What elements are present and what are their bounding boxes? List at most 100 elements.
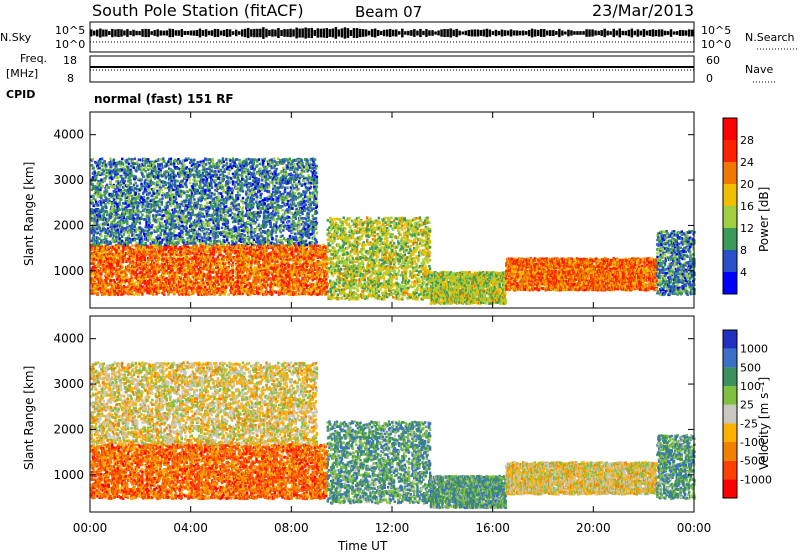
range-cell (117, 256, 121, 259)
nsky-bar (250, 29, 253, 37)
range-cell (126, 259, 130, 263)
range-cell (142, 258, 145, 262)
range-cell (151, 259, 154, 262)
range-cell (142, 247, 146, 251)
range-cell (232, 256, 235, 259)
range-cell (203, 293, 206, 296)
nsky-bar (407, 30, 410, 36)
nsky-bar (663, 30, 667, 36)
nsky-bar (422, 30, 425, 36)
nsky-bar (633, 30, 637, 36)
range-cell (142, 279, 145, 282)
range-cell (187, 261, 190, 264)
range-cell (319, 275, 323, 278)
range-cell (99, 289, 102, 292)
nsky-bar (645, 30, 649, 36)
cpid-value: normal (fast) 151 RF (94, 92, 234, 106)
range-cell (149, 263, 152, 267)
range-cell (160, 279, 163, 282)
range-cell (199, 276, 202, 279)
range-cell (178, 283, 182, 286)
range-cell (191, 283, 194, 286)
range-cell (101, 282, 105, 285)
range-cell (166, 285, 169, 289)
range-cell (121, 248, 125, 252)
range-cell (205, 277, 209, 281)
range-cell (93, 258, 96, 262)
nsky-bar (624, 30, 627, 36)
range-cell (221, 262, 225, 265)
range-cell (116, 291, 120, 295)
range-cell (184, 273, 187, 276)
range-cell (104, 270, 107, 274)
range-cell (155, 284, 158, 287)
nsky-bar (627, 29, 631, 37)
range-cell (184, 251, 188, 254)
nsky-bar (343, 27, 347, 39)
range-cell (157, 264, 160, 268)
range-cell (126, 252, 129, 256)
range-cell (139, 267, 142, 270)
range-cell (115, 291, 118, 295)
range-cell (103, 292, 106, 295)
range-cell (99, 275, 102, 279)
range-cell (112, 266, 116, 270)
range-cell (165, 245, 168, 248)
range-cell (246, 247, 249, 251)
range-cell (196, 258, 199, 262)
range-cell (146, 281, 149, 285)
range-cell (119, 269, 122, 273)
range-cell (199, 257, 203, 260)
range-cell (150, 246, 153, 250)
nsky-bars (90, 27, 694, 39)
range-cell (325, 256, 329, 259)
range-cell (107, 247, 110, 251)
nsky-bar (283, 29, 286, 37)
range-cell (117, 243, 121, 247)
range-cell (175, 272, 178, 275)
nsky-bar (527, 29, 531, 37)
range-cell (203, 246, 206, 250)
range-cell (154, 273, 157, 276)
range-cell (195, 290, 199, 293)
range-cell (173, 281, 177, 285)
range-cell (125, 266, 128, 270)
range-cell (319, 277, 322, 281)
nsky-bar (452, 29, 455, 37)
range-cell (226, 280, 230, 284)
range-cell (204, 259, 207, 262)
range-cell (95, 287, 98, 290)
range-cell (116, 262, 120, 266)
nsky-bar (150, 31, 153, 35)
nsearch-tick-top: 10^5 (701, 24, 731, 37)
range-cell (157, 260, 160, 264)
range-cell (162, 252, 165, 256)
range-cell (168, 263, 172, 267)
range-cell (127, 264, 131, 267)
range-cell (220, 278, 224, 281)
range-cell (213, 249, 216, 252)
range-cell (94, 247, 97, 251)
range-cell (181, 273, 184, 276)
range-cell (115, 248, 118, 252)
nsky-bar (630, 28, 634, 38)
range-cell (117, 246, 121, 249)
range-cell (91, 158, 95, 161)
range-cell (213, 282, 216, 285)
range-cell (225, 247, 229, 250)
range-cell (116, 271, 119, 274)
range-cell (141, 272, 144, 275)
range-cell (172, 263, 175, 266)
range-cell (143, 256, 147, 260)
nsky-bar (681, 30, 685, 36)
range-cell (173, 284, 177, 287)
range-cell (105, 279, 108, 283)
range-cell (116, 285, 120, 288)
range-cell (129, 284, 132, 288)
range-cell (199, 260, 203, 263)
range-cell (147, 272, 151, 276)
range-cell (225, 269, 229, 273)
range-cell (231, 274, 235, 278)
range-cell (102, 270, 105, 273)
